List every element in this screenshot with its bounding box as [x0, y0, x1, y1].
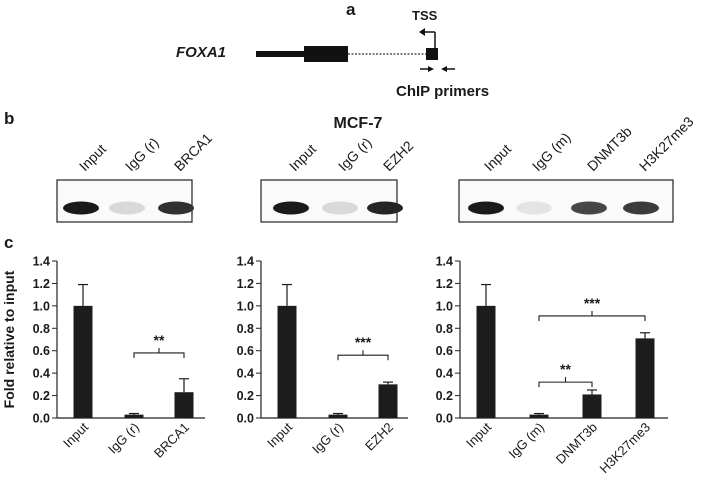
y-tick-label: 0.2 — [237, 389, 254, 403]
y-tick-label: 0.0 — [33, 412, 50, 426]
y-tick-label: 1.4 — [237, 255, 254, 269]
significance-bracket — [133, 347, 185, 358]
gel-blot-1: Input IgG (r) BRCA1 — [56, 130, 215, 223]
y-tick-label: 0.2 — [436, 389, 453, 403]
gel-lane-label: EZH2 — [380, 137, 417, 174]
bar-chart-1: 0.0 0.2 0.4 0.6 0.8 1.0 1.2 1.4 Fold relative to… — [1, 255, 205, 461]
significance-bracket — [538, 310, 646, 321]
y-tick-label: 1.2 — [33, 277, 50, 291]
gel-frame — [458, 179, 674, 223]
cell-line-label: MCF-7 — [334, 115, 383, 132]
gel-band — [322, 201, 358, 215]
gel-blot-2: Input IgG (r) EZH2 — [260, 134, 417, 223]
y-axis-label: Fold relative to input — [1, 270, 17, 408]
category-label: IgG (m) — [505, 420, 547, 462]
significance-bracket — [538, 377, 593, 388]
category-label: IgG (r) — [105, 420, 142, 457]
y-tick-label: 0.4 — [237, 367, 254, 381]
gel-lane-label: IgG (r) — [335, 134, 375, 174]
gel-band — [516, 201, 552, 215]
gene-name: FOXA1 — [176, 44, 226, 61]
bar — [582, 394, 602, 418]
category-label: IgG (r) — [309, 420, 346, 457]
y-tick-label: 1.2 — [237, 277, 254, 291]
gene-structure — [256, 46, 438, 62]
y-tick-label: 0.2 — [33, 389, 50, 403]
bar-charts: 0.0 0.2 0.4 0.6 0.8 1.0 1.2 1.4 Fold relative to… — [1, 255, 668, 477]
gel-lane-label: IgG (r) — [122, 134, 162, 174]
significance-label: *** — [355, 334, 372, 350]
gel-lane-label: DNMT3b — [584, 123, 635, 174]
bar — [124, 414, 144, 418]
y-tick-label: 0.0 — [237, 412, 254, 426]
y-tick-label: 1.4 — [436, 255, 453, 269]
y-tick-label: 0.8 — [436, 322, 453, 336]
bar — [635, 338, 655, 418]
category-label: Input — [264, 419, 295, 450]
chip-primer-arrows-icon — [420, 66, 455, 72]
bar — [174, 392, 194, 418]
panel-label-c: c — [4, 233, 13, 252]
category-label: Input — [60, 419, 91, 450]
gel-band — [273, 201, 309, 215]
panel-label-a: a — [346, 0, 356, 19]
y-tick-label: 0.6 — [33, 344, 50, 358]
gel-lane-label: Input — [76, 141, 109, 174]
bar — [328, 414, 348, 418]
gel-frame — [56, 179, 193, 223]
y-tick-label: 1.0 — [237, 299, 254, 313]
gel-band — [367, 201, 403, 215]
y-tick-label: 1.0 — [33, 299, 50, 313]
y-tick-label: 0.6 — [237, 344, 254, 358]
bar — [378, 384, 398, 418]
y-tick-label: 1.4 — [33, 255, 50, 269]
significance-label: *** — [584, 295, 601, 311]
y-tick-label: 0.8 — [33, 322, 50, 336]
significance-label: ** — [560, 361, 571, 377]
category-label: BRCA1 — [151, 420, 192, 461]
y-tick-label: 1.0 — [436, 299, 453, 313]
gel-band — [623, 201, 659, 215]
gel-blot-3: Input IgG (m) DNMT3b H3K27me3 — [458, 113, 697, 223]
gel-frame — [260, 179, 398, 223]
gel-lane-label: Input — [286, 141, 319, 174]
significance-bracket — [337, 350, 389, 361]
significance-label: ** — [154, 332, 165, 348]
y-tick-label: 0.8 — [237, 322, 254, 336]
y-tick-label: 0.0 — [436, 412, 453, 426]
category-label: EZH2 — [362, 420, 396, 454]
y-tick-label: 0.4 — [33, 367, 50, 381]
gel-band — [63, 201, 99, 215]
bar — [476, 305, 496, 418]
bar-chart-3: 0.0 0.2 0.4 0.6 0.8 1.0 1.2 1.4 Input IgG (m) DNMT… — [436, 255, 668, 477]
gel-lane-label: Input — [481, 141, 514, 174]
bar — [529, 414, 549, 418]
tss-label: TSS — [412, 8, 438, 23]
gel-band — [571, 201, 607, 215]
gel-band — [158, 201, 194, 215]
y-tick-label: 1.2 — [436, 277, 453, 291]
bar — [73, 305, 93, 418]
category-label: DNMT3b — [553, 420, 600, 467]
category-label: Input — [463, 419, 494, 450]
gel-lane-label: BRCA1 — [171, 130, 215, 174]
category-label: H3K27me3 — [597, 420, 654, 477]
gel-band — [468, 201, 504, 215]
bar-chart-2: 0.0 0.2 0.4 0.6 0.8 1.0 1.2 1.4 Input IgG (r) EZH2… — [237, 255, 408, 457]
gel-lane-label: H3K27me3 — [636, 113, 697, 174]
bar — [277, 305, 297, 418]
y-tick-label: 0.4 — [436, 367, 453, 381]
gel-lane-label: IgG (m) — [529, 129, 574, 174]
gel-band — [109, 201, 145, 215]
y-tick-label: 0.6 — [436, 344, 453, 358]
panel-label-b: b — [4, 109, 14, 128]
chip-primers-label: ChIP primers — [396, 83, 489, 100]
